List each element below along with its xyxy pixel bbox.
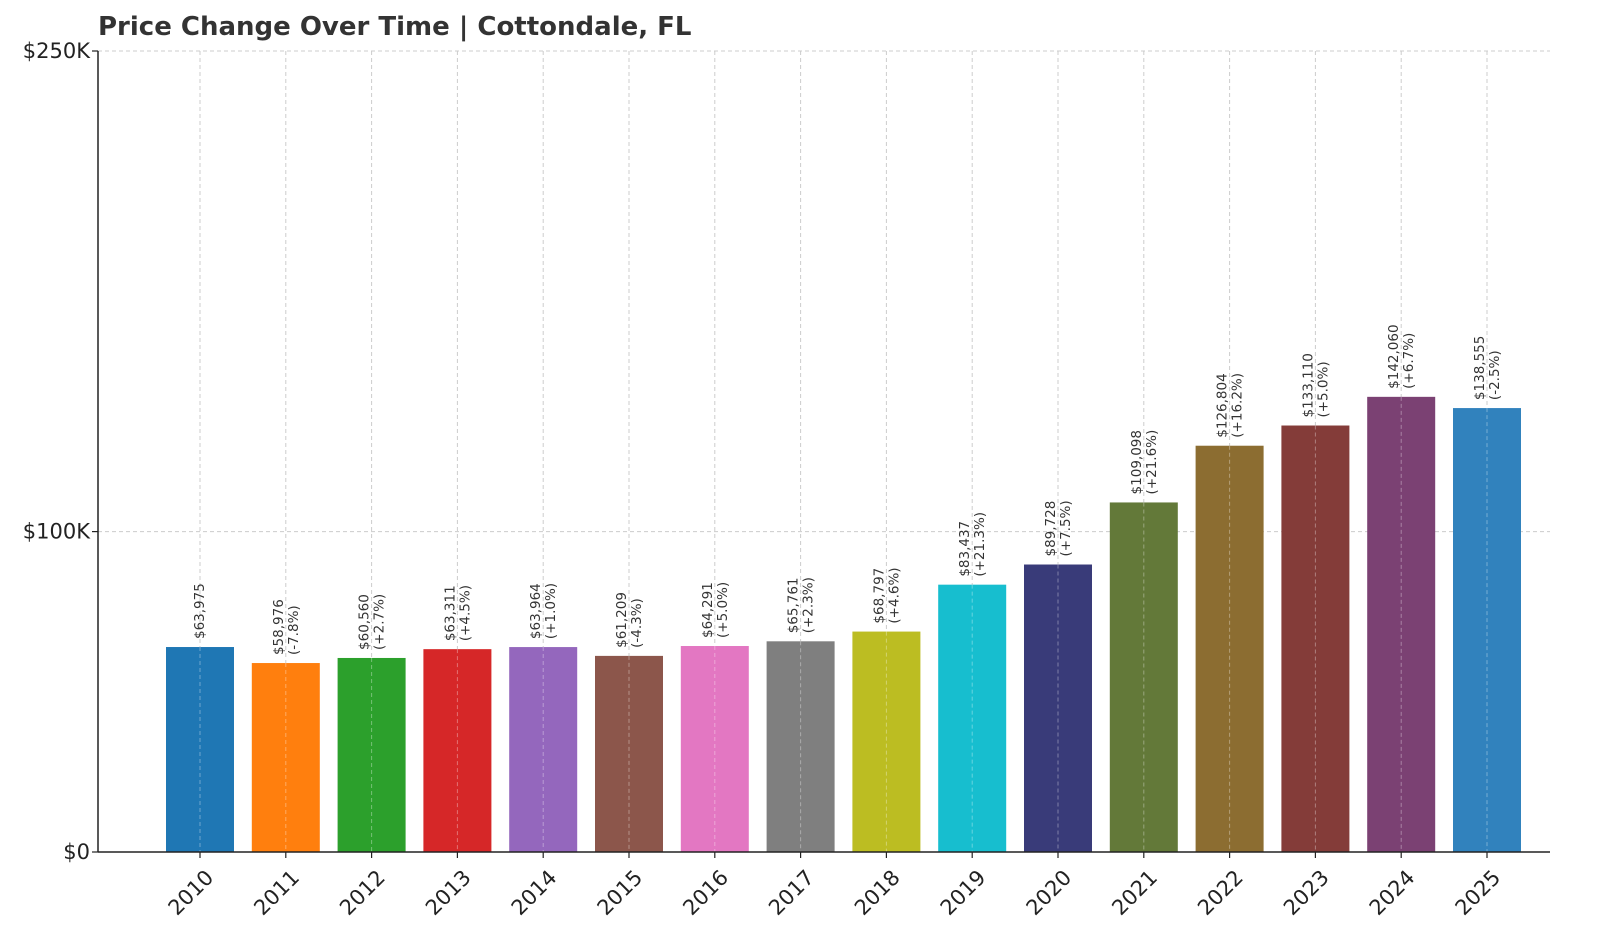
value-label: $68,797 [871, 568, 887, 624]
x-tick-label: 2015 [593, 865, 648, 920]
change-label: (+21.6%) [1144, 430, 1160, 495]
value-label: $64,291 [700, 582, 716, 638]
value-label: $63,964 [528, 583, 544, 639]
bar [1109, 502, 1178, 852]
bar [1024, 564, 1092, 852]
x-tick-label: 2025 [1451, 865, 1506, 920]
change-label: (+16.2%) [1230, 373, 1246, 438]
bar [595, 655, 663, 852]
bar [423, 649, 492, 852]
change-label: (+2.7%) [372, 594, 388, 650]
change-label: (+7.5%) [1058, 500, 1074, 556]
value-label: $63,311 [442, 585, 458, 641]
bar [1367, 396, 1436, 852]
x-tick-label: 2018 [850, 865, 905, 920]
change-label: (+5.0%) [1315, 361, 1331, 417]
bar [1195, 445, 1264, 852]
x-tick-label: 2011 [249, 865, 304, 920]
bar [166, 647, 234, 852]
change-label: (-4.3%) [629, 598, 645, 648]
bar [852, 631, 921, 852]
value-label: $60,560 [357, 594, 373, 650]
y-tick-label: $0 [63, 840, 90, 864]
x-tick-label: 2022 [1193, 865, 1248, 920]
value-label: $138,555 [1472, 336, 1488, 400]
value-label: $83,437 [957, 521, 973, 577]
change-label: (+1.0%) [543, 583, 559, 639]
x-tick-label: 2023 [1279, 865, 1334, 920]
x-tick-label: 2024 [1365, 865, 1420, 920]
bar [680, 646, 749, 852]
change-label: (+2.3%) [801, 577, 817, 633]
y-tick-label: $100K [23, 520, 91, 544]
value-label: $65,761 [786, 577, 802, 633]
chart-title: Price Change Over Time | Cottondale, FL [98, 12, 692, 42]
value-label: $58,976 [271, 599, 287, 655]
x-tick-label: 2019 [936, 865, 991, 920]
bar [1281, 425, 1350, 852]
change-label: (+5.0%) [715, 582, 731, 638]
x-tick-label: 2020 [1022, 865, 1077, 920]
bar [509, 647, 578, 852]
change-label: (+4.6%) [886, 567, 902, 623]
value-label: $109,098 [1129, 430, 1145, 494]
bar [766, 641, 835, 852]
value-label: $126,804 [1215, 373, 1231, 437]
x-tick-label: 2013 [421, 865, 476, 920]
value-label: $142,060 [1386, 324, 1402, 388]
change-label: (+6.7%) [1401, 333, 1417, 389]
change-label: (-2.5%) [1487, 350, 1503, 400]
value-label: $89,728 [1043, 501, 1059, 557]
x-tick-label: 2017 [764, 865, 819, 920]
change-label: (+21.3%) [972, 512, 988, 577]
x-tick-label: 2021 [1107, 865, 1162, 920]
x-tick-label: 2010 [164, 865, 219, 920]
x-tick-label: 2012 [335, 865, 390, 920]
change-label: (-7.8%) [286, 605, 302, 655]
bar [938, 584, 1007, 852]
bar [337, 657, 406, 852]
change-label: (+4.5%) [457, 585, 473, 641]
value-label: $61,209 [614, 592, 630, 648]
y-tick-label: $250K [23, 39, 91, 63]
bar [1453, 408, 1521, 852]
x-tick-label: 2016 [678, 865, 733, 920]
x-tick-label: 2014 [507, 865, 562, 920]
value-label: $63,975 [192, 583, 208, 639]
value-label: $133,110 [1300, 353, 1316, 417]
bar [251, 663, 320, 852]
